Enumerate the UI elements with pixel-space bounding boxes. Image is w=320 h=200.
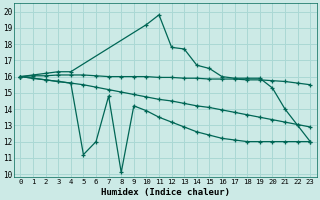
X-axis label: Humidex (Indice chaleur): Humidex (Indice chaleur): [101, 188, 230, 197]
